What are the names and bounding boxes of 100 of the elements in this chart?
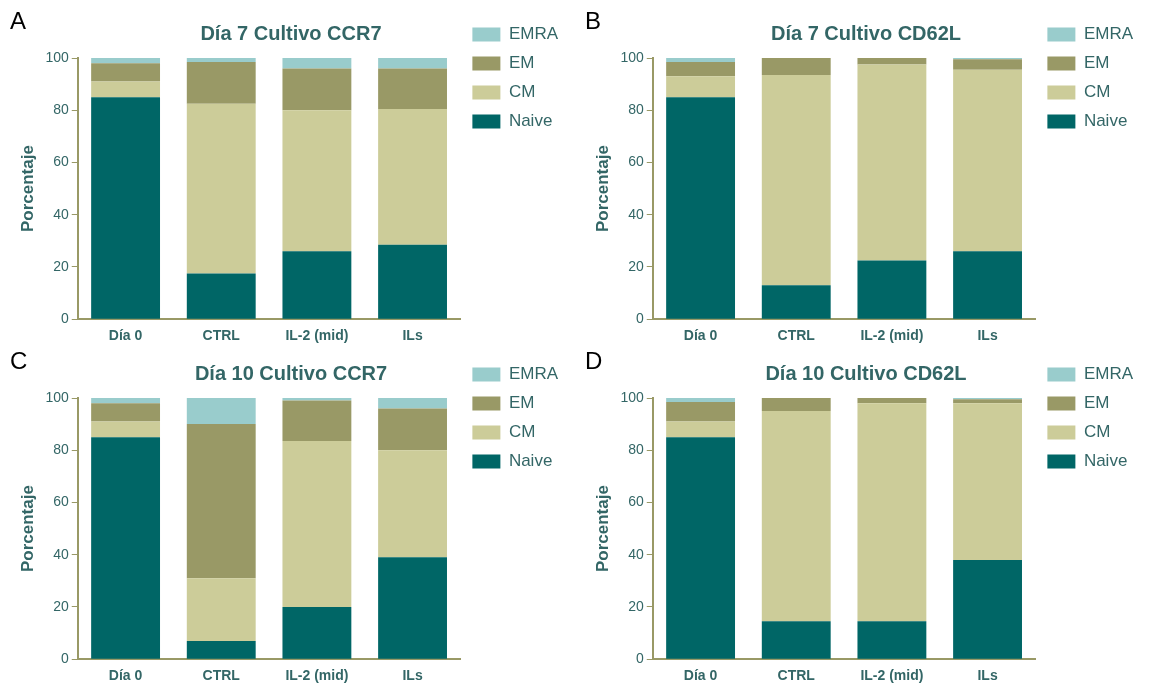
bar	[953, 399, 1022, 404]
bar	[91, 403, 161, 422]
bar	[378, 557, 447, 659]
legend-label: CM	[508, 422, 536, 442]
x-tick-label: ILs	[977, 327, 998, 344]
y-tick-label: 20	[628, 597, 644, 614]
y-tick-label: 100	[620, 48, 644, 65]
y-axis-title: Porcentaje	[592, 485, 612, 573]
x-tick-label: IL-2 (mid)	[285, 667, 349, 684]
bar	[378, 450, 447, 558]
bar	[91, 398, 161, 404]
bar	[666, 76, 736, 98]
x-tick-label: ILs	[977, 667, 998, 684]
legend-label: CM	[1083, 82, 1111, 102]
y-tick-label: 80	[53, 441, 69, 458]
bar	[186, 103, 256, 274]
legend-label: EM	[508, 393, 535, 413]
bar	[857, 260, 927, 319]
bar	[953, 559, 1022, 659]
x-tick-label: CTRL	[202, 667, 241, 684]
bar	[282, 68, 352, 111]
bar	[761, 398, 831, 412]
y-axis-title: Porcentaje	[592, 145, 612, 233]
chart-title: Día 7 Cultivo CD62L	[770, 21, 962, 44]
y-tick-label: 100	[45, 48, 69, 65]
chart-title: Día 7 Cultivo CCR7	[200, 21, 382, 44]
legend-label: EMRA	[1083, 24, 1134, 44]
x-tick-label: CTRL	[202, 327, 241, 344]
y-tick-label: 0	[60, 310, 69, 327]
bar	[91, 58, 161, 64]
y-tick-label: 40	[53, 545, 69, 562]
bar	[953, 69, 1022, 252]
bar	[761, 411, 831, 622]
y-axis-title: Porcentaje	[17, 485, 37, 573]
bar	[761, 285, 831, 319]
y-tick-label: 0	[635, 310, 644, 327]
y-tick-label: 80	[628, 441, 644, 458]
legend-label: EMRA	[508, 364, 559, 384]
bar	[378, 108, 447, 245]
x-tick-label: IL-2 (mid)	[860, 327, 924, 344]
bar	[761, 58, 831, 75]
legend-label: EM	[1083, 53, 1110, 73]
x-tick-label: ILs	[402, 327, 423, 344]
bar	[857, 58, 927, 65]
legend-label: EMRA	[1083, 364, 1134, 384]
y-tick-label: 20	[628, 257, 644, 274]
bar	[666, 401, 736, 422]
bar	[666, 437, 736, 659]
y-tick-label: 80	[628, 101, 644, 118]
y-tick-label: 60	[628, 493, 644, 510]
bar	[282, 441, 352, 607]
bar	[857, 403, 927, 622]
y-axis-title: Porcentaje	[17, 145, 37, 233]
bar	[378, 398, 447, 409]
text: B	[585, 6, 602, 34]
bar	[378, 244, 447, 319]
x-tick-label: Día 0	[683, 327, 718, 344]
legend-label: Naive	[1083, 111, 1128, 131]
legend-label: Naive	[1083, 451, 1128, 471]
bar	[282, 251, 352, 319]
legend-label: Naive	[508, 451, 553, 471]
x-tick-label: IL-2 (mid)	[285, 327, 349, 344]
x-tick-label: Día 0	[108, 667, 143, 684]
bar	[761, 621, 831, 659]
legend-label: EMRA	[508, 24, 559, 44]
legend-label: CM	[508, 82, 536, 102]
bar	[186, 424, 256, 579]
x-tick-label: CTRL	[777, 667, 816, 684]
bar	[186, 640, 256, 659]
y-tick-label: 40	[53, 205, 69, 222]
y-tick-label: 60	[53, 493, 69, 510]
y-tick-label: 100	[620, 388, 644, 405]
y-tick-label: 40	[628, 545, 644, 562]
bar	[666, 61, 736, 77]
y-tick-label: 100	[45, 388, 69, 405]
bar	[953, 403, 1022, 560]
text: D	[585, 346, 603, 374]
bar	[761, 74, 831, 286]
bar	[282, 606, 352, 659]
x-tick-label: IL-2 (mid)	[860, 667, 924, 684]
bar	[666, 421, 736, 438]
bar	[91, 421, 161, 438]
x-tick-label: ILs	[402, 667, 423, 684]
x-tick-label: Día 0	[683, 667, 718, 684]
y-tick-label: 60	[53, 153, 69, 170]
bar	[666, 97, 736, 319]
bar	[282, 58, 352, 69]
bar	[91, 63, 161, 82]
bar	[282, 110, 352, 252]
text: C	[10, 346, 28, 374]
bar	[282, 400, 352, 442]
bar	[282, 398, 352, 401]
bar	[186, 273, 256, 319]
y-tick-label: 40	[628, 205, 644, 222]
text: A	[10, 6, 27, 34]
bar	[378, 68, 447, 109]
bar	[91, 97, 161, 319]
bar	[186, 58, 256, 62]
x-tick-label: Día 0	[108, 327, 143, 344]
bar	[857, 64, 927, 261]
